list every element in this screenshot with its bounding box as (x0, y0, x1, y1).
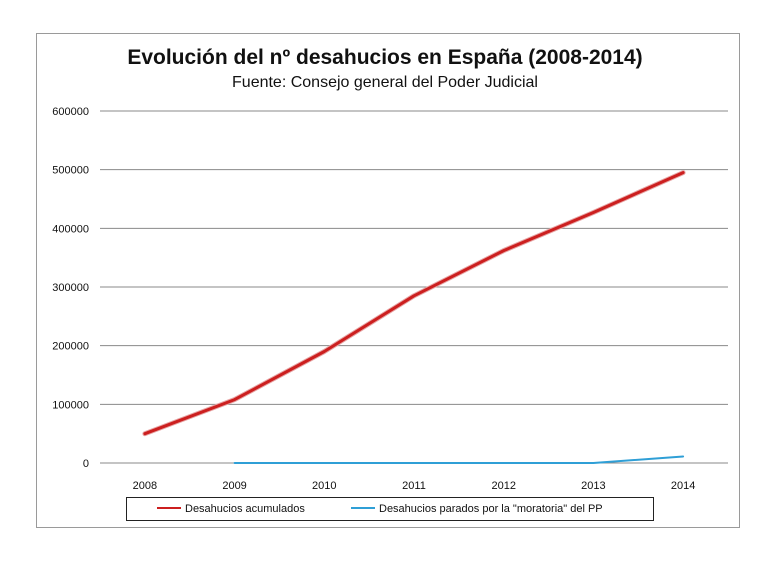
legend: Desahucios acumulados Desahucios parados… (126, 497, 654, 521)
legend-item-moratoria: Desahucios parados por la "moratoria" de… (351, 503, 603, 515)
y-tick-label: 400000 (52, 223, 89, 235)
y-tick-label: 500000 (52, 165, 89, 177)
y-tick-label: 100000 (52, 399, 89, 411)
x-tick-label: 2008 (133, 480, 157, 492)
chart-title: Evolución del nº desahucios en España (2… (127, 46, 643, 69)
legend-item-acumulados: Desahucios acumulados (157, 503, 305, 515)
x-tick-label: 2012 (491, 480, 515, 492)
chart-frame (36, 33, 740, 528)
series-line-acumulados (143, 171, 685, 436)
x-tick-label: 2014 (671, 480, 695, 492)
x-tick-label: 2013 (581, 480, 605, 492)
y-tick-label: 200000 (52, 341, 89, 353)
legend-label-moratoria: Desahucios parados por la "moratoria" de… (379, 503, 603, 515)
chart-subtitle: Fuente: Consejo general del Poder Judici… (232, 74, 538, 91)
legend-label-acumulados: Desahucios acumulados (185, 503, 305, 515)
x-tick-label: 2011 (402, 480, 426, 492)
y-tick-label: 0 (83, 458, 89, 470)
y-tick-label: 300000 (52, 282, 89, 294)
x-tick-label: 2010 (312, 480, 336, 492)
series-line-moratoria (233, 455, 685, 464)
series-line-halo (142, 170, 686, 437)
legend-swatch-moratoria (351, 507, 375, 510)
legend-swatch-acumulados (157, 507, 181, 510)
y-tick-label: 600000 (52, 106, 89, 118)
x-tick-label: 2009 (222, 480, 246, 492)
